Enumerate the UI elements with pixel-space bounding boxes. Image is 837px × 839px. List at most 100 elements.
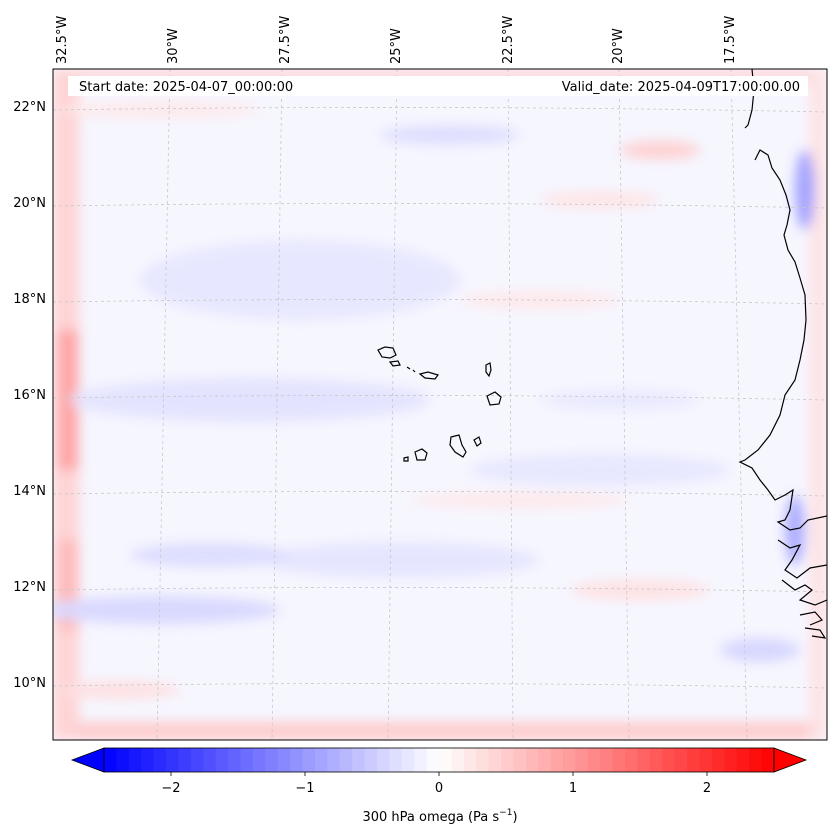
colorbar-step: [290, 748, 304, 772]
colorbar-step: [463, 748, 477, 772]
colorbar-step: [166, 748, 179, 772]
island-fogo: [414, 448, 428, 461]
valid-date-label: Valid_date: 2025-04-09T17:00:00.00: [562, 80, 800, 95]
colorbar-step: [488, 748, 502, 772]
lat-label-22n: 22°N: [13, 100, 46, 115]
colorbar-step: [513, 748, 527, 772]
colorbar-step: [352, 748, 366, 772]
colorbar-step: [724, 748, 738, 772]
longitude-labels: 32.5°W 30°W 27.5°W 25°W 22.5°W 20°W 17.5…: [55, 16, 738, 64]
colorbar-step: [389, 748, 403, 772]
island-sao-vicente: [388, 360, 401, 367]
info-box: [68, 76, 808, 96]
island-sal: [485, 362, 492, 378]
colorbar-step: [178, 748, 192, 772]
colorbar-step: [240, 748, 254, 772]
island-sao-nicolau: [418, 371, 439, 380]
colorbar-step: [736, 748, 750, 772]
colorbar-step: [587, 748, 601, 772]
colorbar-step: [376, 748, 390, 772]
colorbar-step: [501, 748, 514, 772]
colorbar-step: [252, 748, 266, 772]
colorbar-step: [687, 748, 701, 772]
colorbar-step: [699, 748, 713, 772]
colorbar-step: [550, 748, 564, 772]
island-maio: [473, 436, 482, 447]
colorbar-step: [563, 748, 576, 772]
lat-label-10n: 10°N: [13, 676, 46, 691]
colorbar-step: [426, 748, 440, 772]
island-santa-luzia: [406, 366, 416, 373]
colorbar-step: [190, 748, 204, 772]
colorbar-step: [612, 748, 626, 772]
colorbar-step: [451, 748, 465, 772]
colorbar-label: 300 hPa omega (Pa s−1): [362, 808, 517, 825]
colorbar-step: [600, 748, 614, 772]
colorbar-step: [575, 748, 589, 772]
lon-label-32-5w: 32.5°W: [55, 16, 70, 64]
field-anomalies: [53, 69, 827, 740]
colorbar-steps: [104, 748, 775, 772]
colorbar-step: [649, 748, 663, 772]
colorbar-step: [215, 748, 229, 772]
lat-label-18n: 18°N: [13, 292, 46, 307]
colorbar-step: [339, 748, 353, 772]
island-santo-antao: [377, 346, 397, 359]
colorbar-step: [674, 748, 688, 772]
colorbar-step: [153, 748, 167, 772]
colorbar-step: [364, 748, 378, 772]
colorbar-step: [749, 748, 763, 772]
lat-label-14n: 14°N: [13, 484, 46, 499]
colorbar-step: [401, 748, 415, 772]
colorbar-step: [314, 748, 328, 772]
colorbar-step: [538, 748, 552, 772]
colorbar-step: [761, 748, 775, 772]
african-coastline: [738, 69, 827, 639]
colorbar-step: [525, 748, 539, 772]
map-frame: [52, 68, 828, 741]
colorbar-step: [265, 748, 279, 772]
colorbar-step: [476, 748, 490, 772]
coastlines: [377, 69, 827, 639]
lon-label-17-5w: 17.5°W: [723, 16, 738, 64]
colorbar-min-extend: [70, 747, 105, 773]
lon-label-20w: 20°W: [611, 28, 626, 64]
island-brava: [403, 456, 409, 462]
colorbar-step: [327, 748, 341, 772]
colorbar-step: [637, 748, 651, 772]
omega-field: [53, 69, 827, 740]
colorbar-step: [116, 748, 130, 772]
lon-label-27-5w: 27.5°W: [278, 16, 293, 64]
colorbar-step: [662, 748, 676, 772]
colorbar-tick-0: 0: [435, 781, 443, 796]
colorbar-step: [228, 748, 241, 772]
start-date-label: Start date: 2025-04-07_00:00:00: [79, 80, 293, 95]
colorbar-step: [128, 748, 142, 772]
colorbar-step: [141, 748, 155, 772]
gridlines: [53, 69, 827, 740]
colorbar-tick-marks: [170, 772, 708, 776]
lon-label-22-5w: 22.5°W: [501, 16, 516, 64]
colorbar-step: [203, 748, 217, 772]
colorbar-step: [414, 748, 428, 772]
latitude-labels: 22°N 20°N 18°N 16°N 14°N 12°N 10°N: [13, 100, 46, 691]
colorbar-tick-neg2: −2: [161, 781, 180, 796]
colorbar-step: [711, 748, 725, 772]
lon-label-25w: 25°W: [389, 28, 404, 64]
colorbar-tick-2: 2: [703, 781, 711, 796]
colorbar-step: [439, 748, 452, 772]
lat-label-20n: 20°N: [13, 196, 46, 211]
island-boa-vista: [486, 391, 502, 406]
lat-label-12n: 12°N: [13, 580, 46, 595]
colorbar: −2 −1 0 1 2 300 hPa omega (Pa s−1): [70, 747, 808, 825]
lat-label-16n: 16°N: [13, 388, 46, 403]
colorbar-max-extend: [773, 747, 808, 773]
lon-label-30w: 30°W: [166, 28, 181, 64]
colorbar-step: [104, 748, 117, 772]
colorbar-step: [302, 748, 316, 772]
colorbar-step: [625, 748, 639, 772]
island-santiago: [449, 434, 467, 458]
colorbar-step: [277, 748, 291, 772]
colorbar-tick-1: 1: [569, 781, 577, 796]
